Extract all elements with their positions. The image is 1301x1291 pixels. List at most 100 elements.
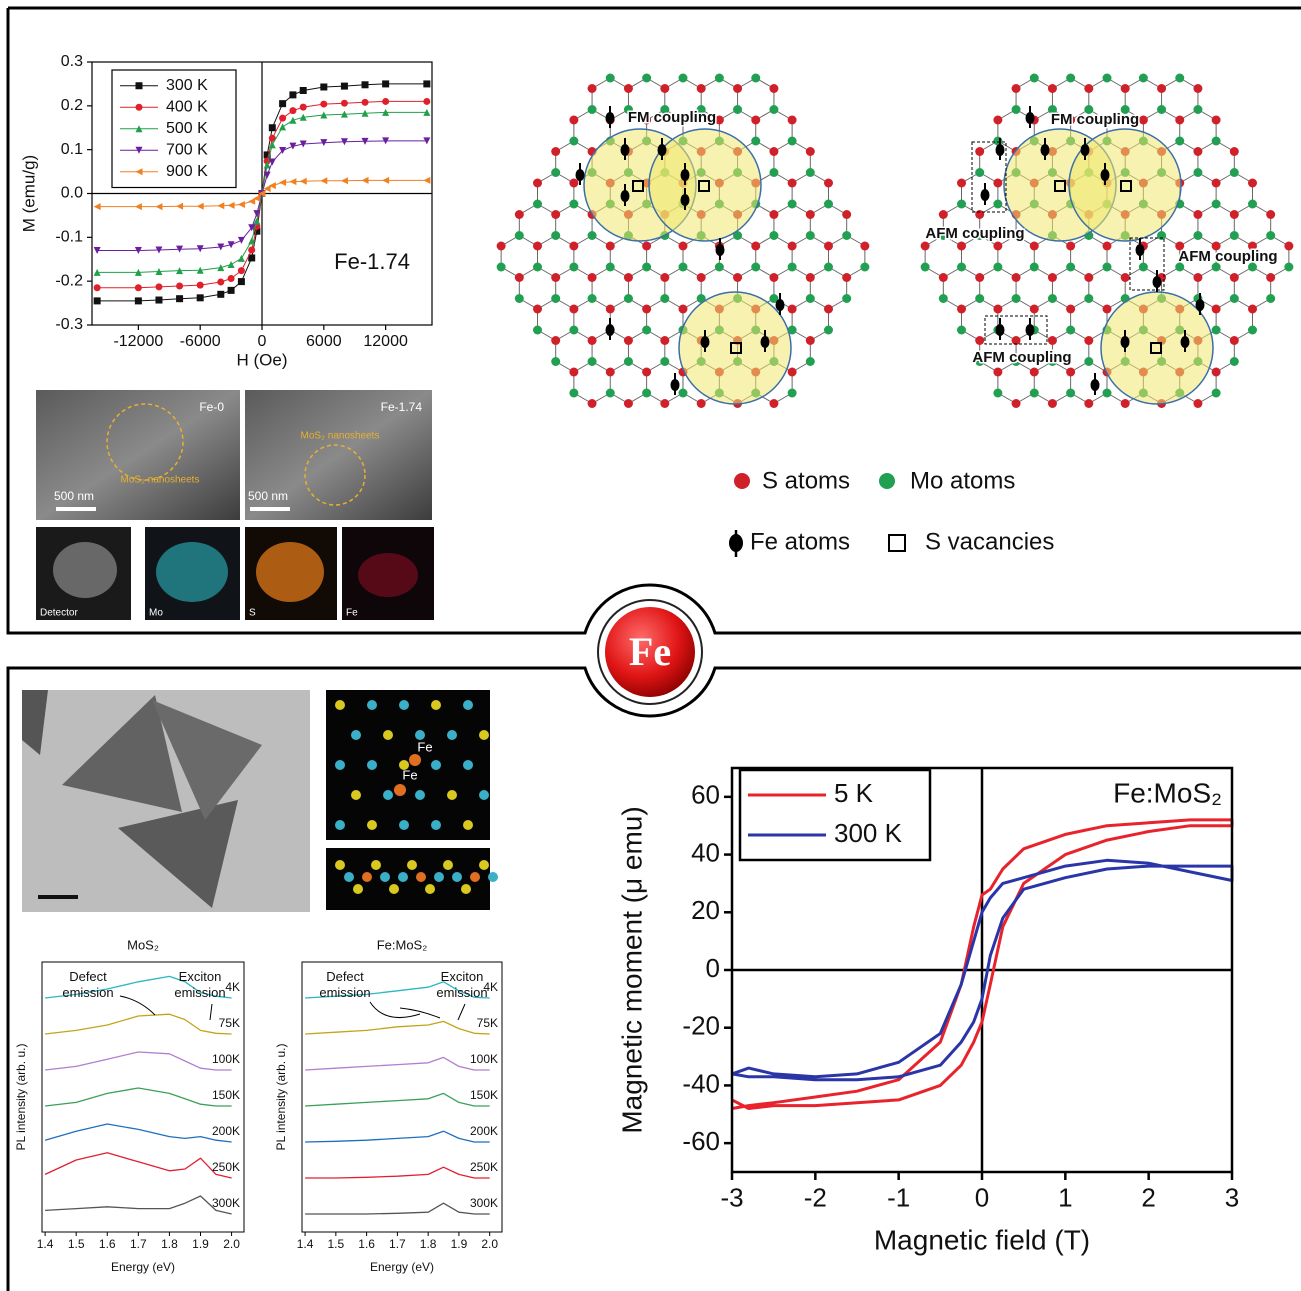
series-label: 75K — [477, 1016, 498, 1030]
atom-s — [824, 179, 833, 188]
x-tick-label: -1 — [887, 1182, 910, 1212]
legend-swatch — [734, 473, 750, 489]
atom-s — [1212, 179, 1221, 188]
atom-s — [1193, 147, 1202, 156]
atom-s — [1084, 84, 1093, 93]
atom-mo — [1248, 200, 1257, 209]
atom-mo — [842, 231, 851, 240]
atom-s — [1012, 84, 1021, 93]
data-point — [155, 283, 162, 290]
atom-mo — [975, 294, 984, 303]
atom-mo — [606, 263, 615, 272]
eds-blob — [156, 542, 228, 602]
atom-s — [642, 305, 651, 314]
atom-mo — [588, 231, 597, 240]
sem-note: MoS₂ nanosheets — [121, 475, 200, 486]
annotation: Excitonemission — [436, 969, 487, 1000]
annotation-arrow — [210, 1004, 212, 1020]
annotation-line: emission — [319, 985, 370, 1000]
atom-mo — [1030, 263, 1039, 272]
atom-mo — [642, 263, 651, 272]
data-point — [423, 177, 430, 184]
atom-s — [860, 242, 869, 251]
legend-label: 700 K — [166, 141, 208, 158]
atom-s — [939, 210, 948, 219]
series-line — [45, 1153, 232, 1178]
atom-s — [1012, 399, 1021, 408]
atom-mo — [788, 200, 797, 209]
x-tick-label: 2 — [1141, 1182, 1155, 1212]
annotation-line: Exciton — [179, 969, 222, 984]
data-point — [300, 87, 307, 94]
atom-mo — [569, 389, 578, 398]
atom — [431, 760, 441, 770]
atom-s — [533, 179, 542, 188]
atom-s — [1212, 368, 1221, 377]
atom — [488, 872, 498, 882]
fe-atom — [606, 324, 615, 336]
atom-s — [642, 242, 651, 251]
atom-s — [1193, 399, 1202, 408]
atom-mo — [569, 326, 578, 335]
x-tick-label: 0 — [258, 333, 267, 350]
data-point — [362, 99, 369, 106]
x-tick-label: 1.7 — [130, 1237, 147, 1251]
atom-s — [606, 242, 615, 251]
coupling-region — [679, 292, 791, 404]
atom-s — [1230, 147, 1239, 156]
fe-atom — [1181, 336, 1190, 348]
data-point — [289, 107, 296, 114]
atom-mo — [1266, 294, 1275, 303]
annotation-line: emission — [436, 985, 487, 1000]
data-point — [341, 177, 348, 184]
sem-note: MoS₂ nanosheets — [301, 431, 380, 442]
atom-mo — [606, 74, 615, 83]
legend-swatch — [729, 534, 743, 552]
x-tick-label: -2 — [804, 1182, 827, 1212]
fe-atom — [996, 324, 1005, 336]
atom-s — [1048, 273, 1057, 282]
atom-s — [624, 273, 633, 282]
atom-s — [993, 179, 1002, 188]
atom-mo — [588, 294, 597, 303]
data-point — [228, 202, 235, 209]
atom-mo — [1012, 294, 1021, 303]
atom-s — [588, 336, 597, 345]
annotation: Excitonemission — [174, 969, 225, 1000]
atom-mo — [939, 294, 948, 303]
scale-bar — [250, 507, 290, 511]
y-tick-label: 0 — [706, 953, 720, 983]
atom-mo — [957, 263, 966, 272]
atom-mo — [515, 294, 524, 303]
atom — [409, 754, 421, 766]
atom-s — [1030, 242, 1039, 251]
atom-s — [806, 273, 815, 282]
atom-s — [769, 84, 778, 93]
x-tick-label: 1 — [1058, 1182, 1072, 1212]
atom-s — [1157, 84, 1166, 93]
atom — [335, 700, 345, 710]
atom-mo — [788, 263, 797, 272]
atom — [431, 700, 441, 710]
data-point — [362, 177, 369, 184]
data-point — [279, 123, 286, 130]
atom-s — [842, 273, 851, 282]
annotation-line: Defect — [326, 969, 364, 984]
fe-atom — [1136, 244, 1145, 256]
atom-mo — [1084, 294, 1093, 303]
annotation: Fe:MoS₂ — [1113, 777, 1222, 808]
atom-mo — [660, 357, 669, 366]
atom-s — [733, 273, 742, 282]
data-point — [289, 91, 296, 98]
atom-mo — [1139, 263, 1148, 272]
atom — [452, 872, 462, 882]
x-axis-label: H (Oe) — [237, 350, 288, 369]
atom-s — [569, 368, 578, 377]
atom-mo — [1212, 137, 1221, 146]
data-point — [423, 80, 430, 87]
atom — [479, 860, 489, 870]
fe-atom — [681, 194, 690, 206]
data-point — [238, 237, 245, 244]
atom-s — [993, 368, 1002, 377]
fe-atom — [776, 299, 785, 311]
